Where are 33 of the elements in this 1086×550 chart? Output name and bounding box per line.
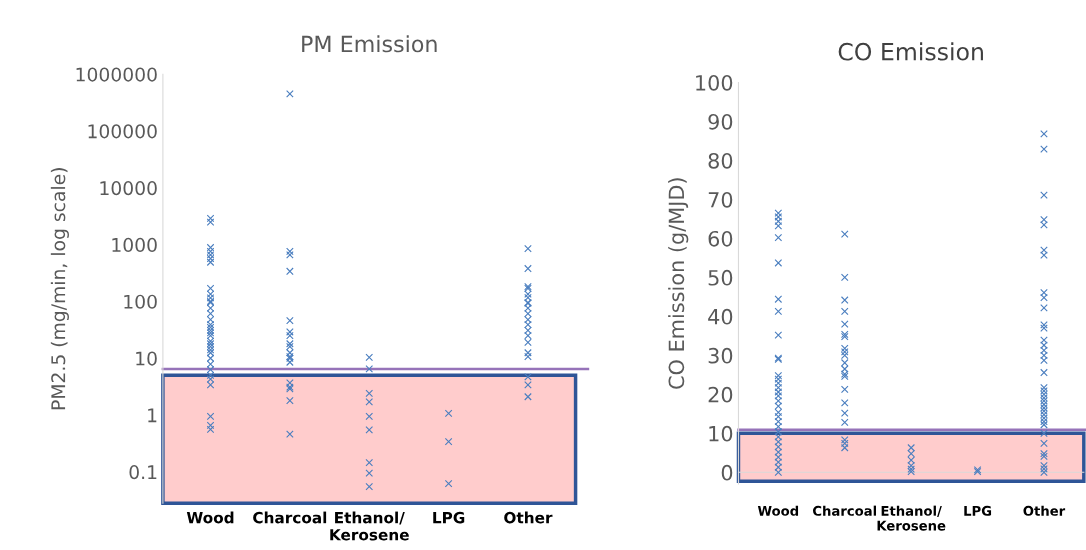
y-tick-label: 10 [709,425,733,442]
x-tick-label: Ethanol/ Kerosene [877,505,946,531]
x-tick-label: Other [1023,505,1066,516]
y-tick-label: 100000 [88,124,157,139]
chart-title: CO Emission [838,42,983,61]
y-tick-label: 0.1 [129,465,157,480]
y-tick-label: 0 [721,464,733,481]
y-tick-label: 1 [148,408,157,423]
y-tick-label: 1000 [112,237,157,253]
y-tick-label: 30 [708,347,733,364]
y-tick-label: 40 [708,308,733,325]
x-tick-label: Charcoal [813,505,877,516]
x-tick-label: Ethanol/ Kerosene [330,511,409,541]
y-tick-label: 100 [124,294,157,309]
x-tick-label: Charcoal [253,511,327,524]
y-tick-label: 50 [708,269,733,286]
y-tick-label: 70 [708,191,733,208]
y-tick-label: 60 [708,230,733,247]
y-tick-label: 80 [708,152,733,169]
x-tick-label: LPG [433,511,465,524]
x-tick-label: Other [504,511,553,524]
x-tick-label: Wood [757,505,799,516]
y-axis-title: CO Emission (g/MJD) [668,178,689,389]
y-axis-title: PM2.5 (mg/min, log scale) [50,168,69,410]
y-tick-label: 1000000 [76,67,157,82]
x-tick-label: Wood [186,511,234,524]
y-tick-label: 10000 [100,181,157,196]
y-tick-label: 90 [708,113,733,130]
y-tick-label: 100 [696,74,733,91]
y-tick-label: 20 [708,386,733,403]
y-tick-label: 10 [136,351,157,366]
x-tick-label: LPG [964,505,992,516]
chart-title: PM Emission [302,35,437,53]
